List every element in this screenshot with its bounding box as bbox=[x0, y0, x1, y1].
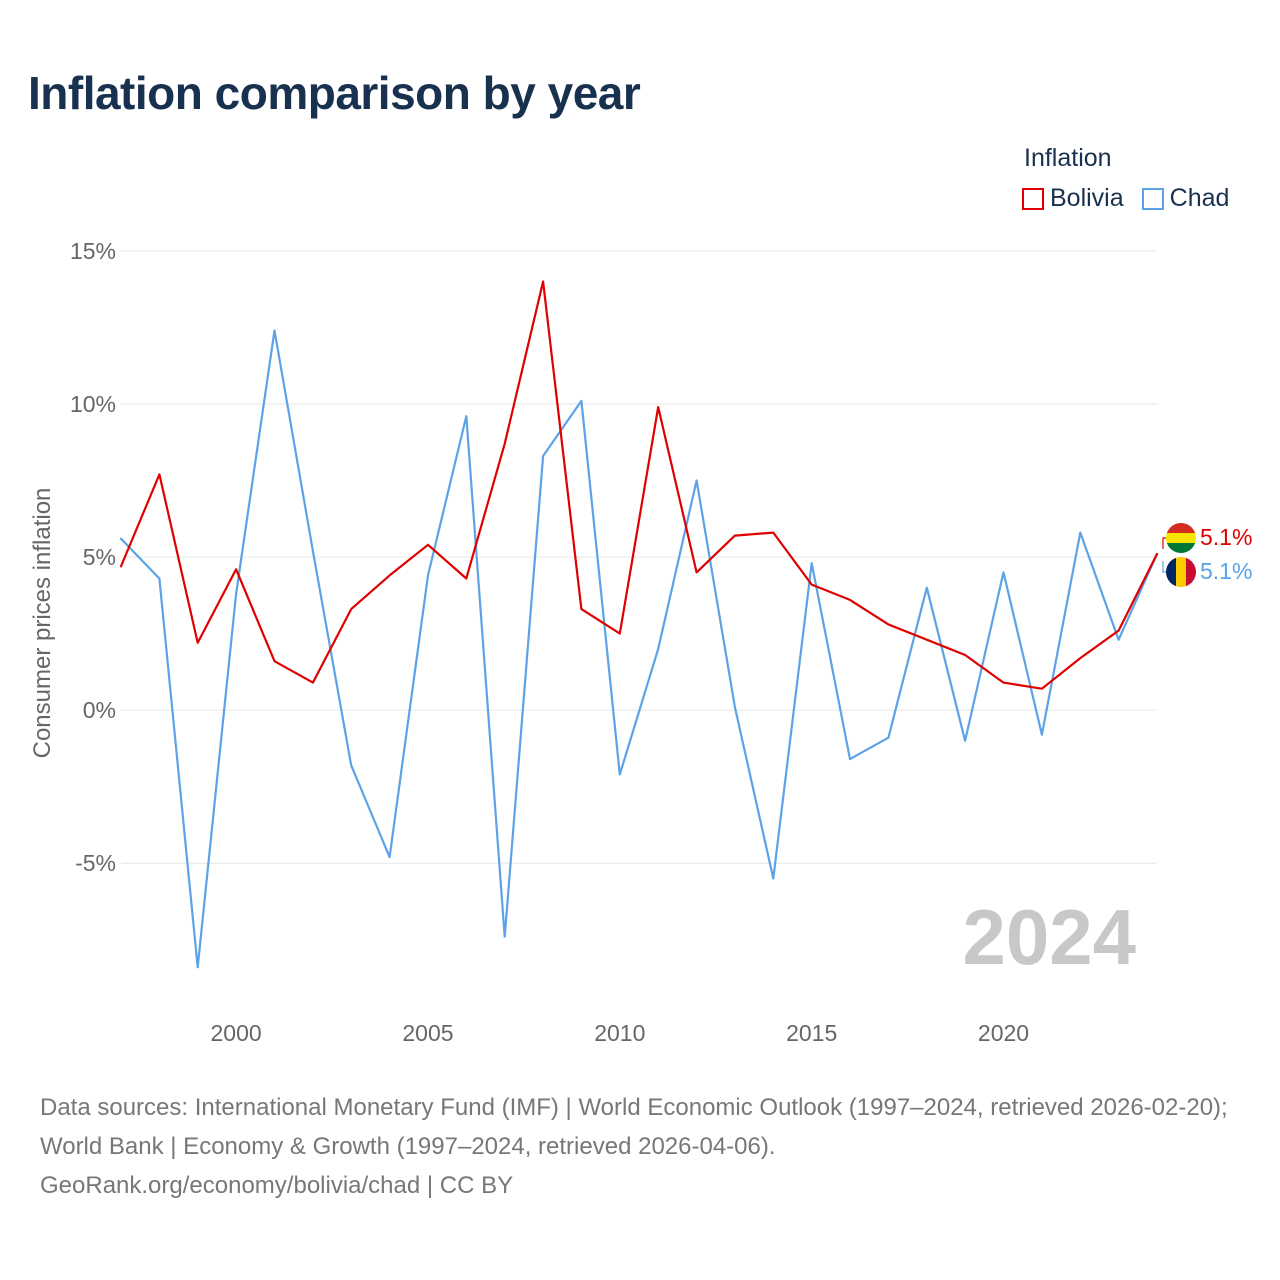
end-label-bolivia: 5.1% bbox=[1200, 524, 1252, 550]
legend-label-chad: Chad bbox=[1169, 184, 1230, 212]
credit-line[interactable]: GeoRank.org/economy/bolivia/chad | CC BY bbox=[40, 1172, 514, 1199]
y-tick-label: 5% bbox=[83, 544, 116, 570]
series-line-bolivia[interactable] bbox=[119, 280, 1159, 690]
y-tick-label: -5% bbox=[75, 850, 116, 876]
legend-label-bolivia: Bolivia bbox=[1050, 184, 1124, 212]
year-watermark: 2024 bbox=[962, 893, 1136, 981]
legend: Bolivia Chad bbox=[1022, 184, 1229, 213]
x-tick-label: 2010 bbox=[594, 1020, 645, 1046]
y-tick-label: 0% bbox=[83, 697, 116, 723]
legend-swatch-bolivia bbox=[1022, 187, 1044, 210]
legend-swatch-chad bbox=[1141, 187, 1164, 210]
y-tick-label: 15% bbox=[70, 238, 116, 264]
page-title: Inflation comparison by year bbox=[28, 67, 641, 119]
y-axis-label: Consumer prices inflation bbox=[29, 488, 56, 759]
end-label-chad: 5.1% bbox=[1200, 558, 1252, 584]
legend-item-bolivia[interactable]: Bolivia bbox=[1022, 184, 1124, 213]
x-tick-label: 2000 bbox=[211, 1020, 262, 1046]
footer: Data sources: International Monetary Fun… bbox=[40, 1088, 1250, 1205]
legend-title: Inflation bbox=[1024, 144, 1112, 172]
series-line-chad[interactable] bbox=[119, 329, 1159, 969]
end-connector-bolivia bbox=[1162, 537, 1167, 549]
legend-item-chad[interactable]: Chad bbox=[1141, 184, 1230, 213]
x-tick-label: 2005 bbox=[402, 1020, 453, 1046]
y-tick-label: 10% bbox=[70, 391, 116, 417]
chad-flag-icon bbox=[1166, 557, 1196, 587]
end-connector-chad bbox=[1162, 561, 1167, 573]
x-tick-label: 2015 bbox=[786, 1020, 837, 1046]
data-sources: Data sources: International Monetary Fun… bbox=[40, 1094, 1228, 1160]
x-tick-label: 2020 bbox=[978, 1020, 1029, 1046]
bolivia-flag-icon bbox=[1166, 523, 1196, 553]
